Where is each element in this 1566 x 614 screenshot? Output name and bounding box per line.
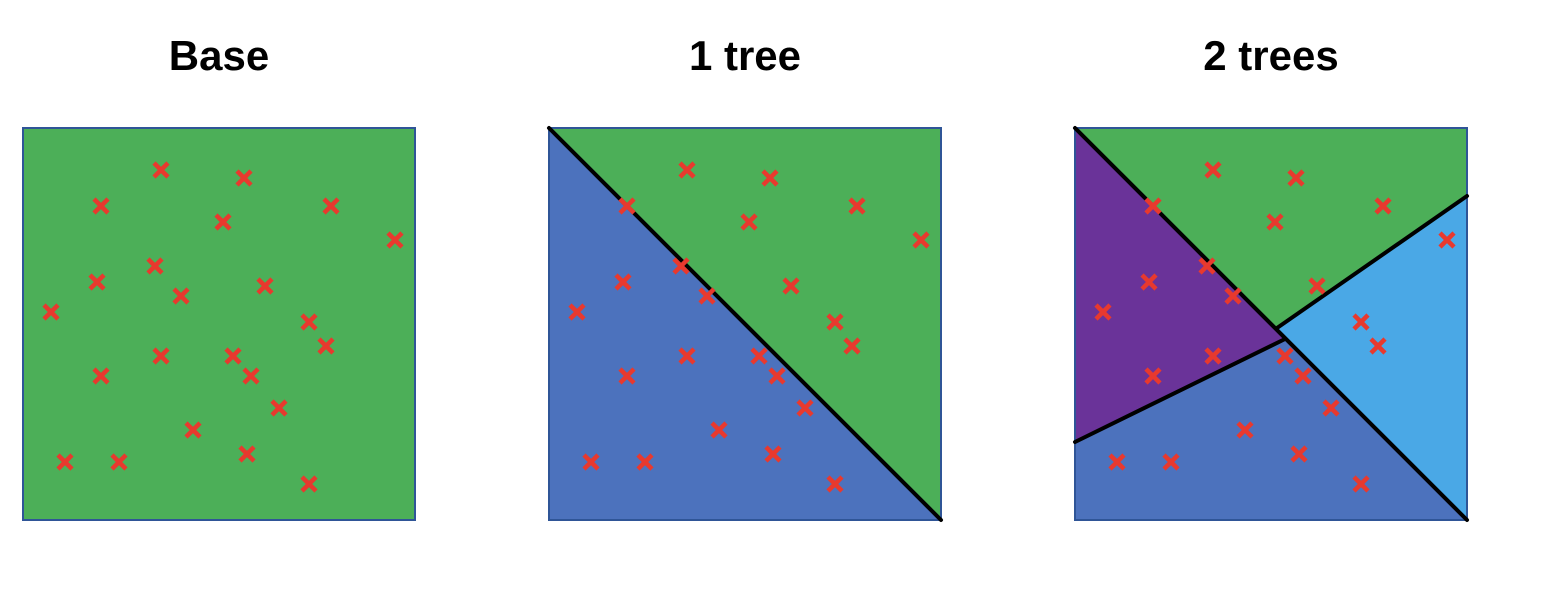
- panel-base: [23, 128, 419, 524]
- panel-title-one-tree: 1 tree: [549, 30, 941, 82]
- panel-title-two-trees: 2 trees: [1075, 30, 1467, 82]
- panel-title-base: Base: [23, 30, 415, 82]
- panel-one-tree: [549, 128, 945, 524]
- region-green: [23, 128, 415, 520]
- panel-two-trees: [1075, 128, 1471, 524]
